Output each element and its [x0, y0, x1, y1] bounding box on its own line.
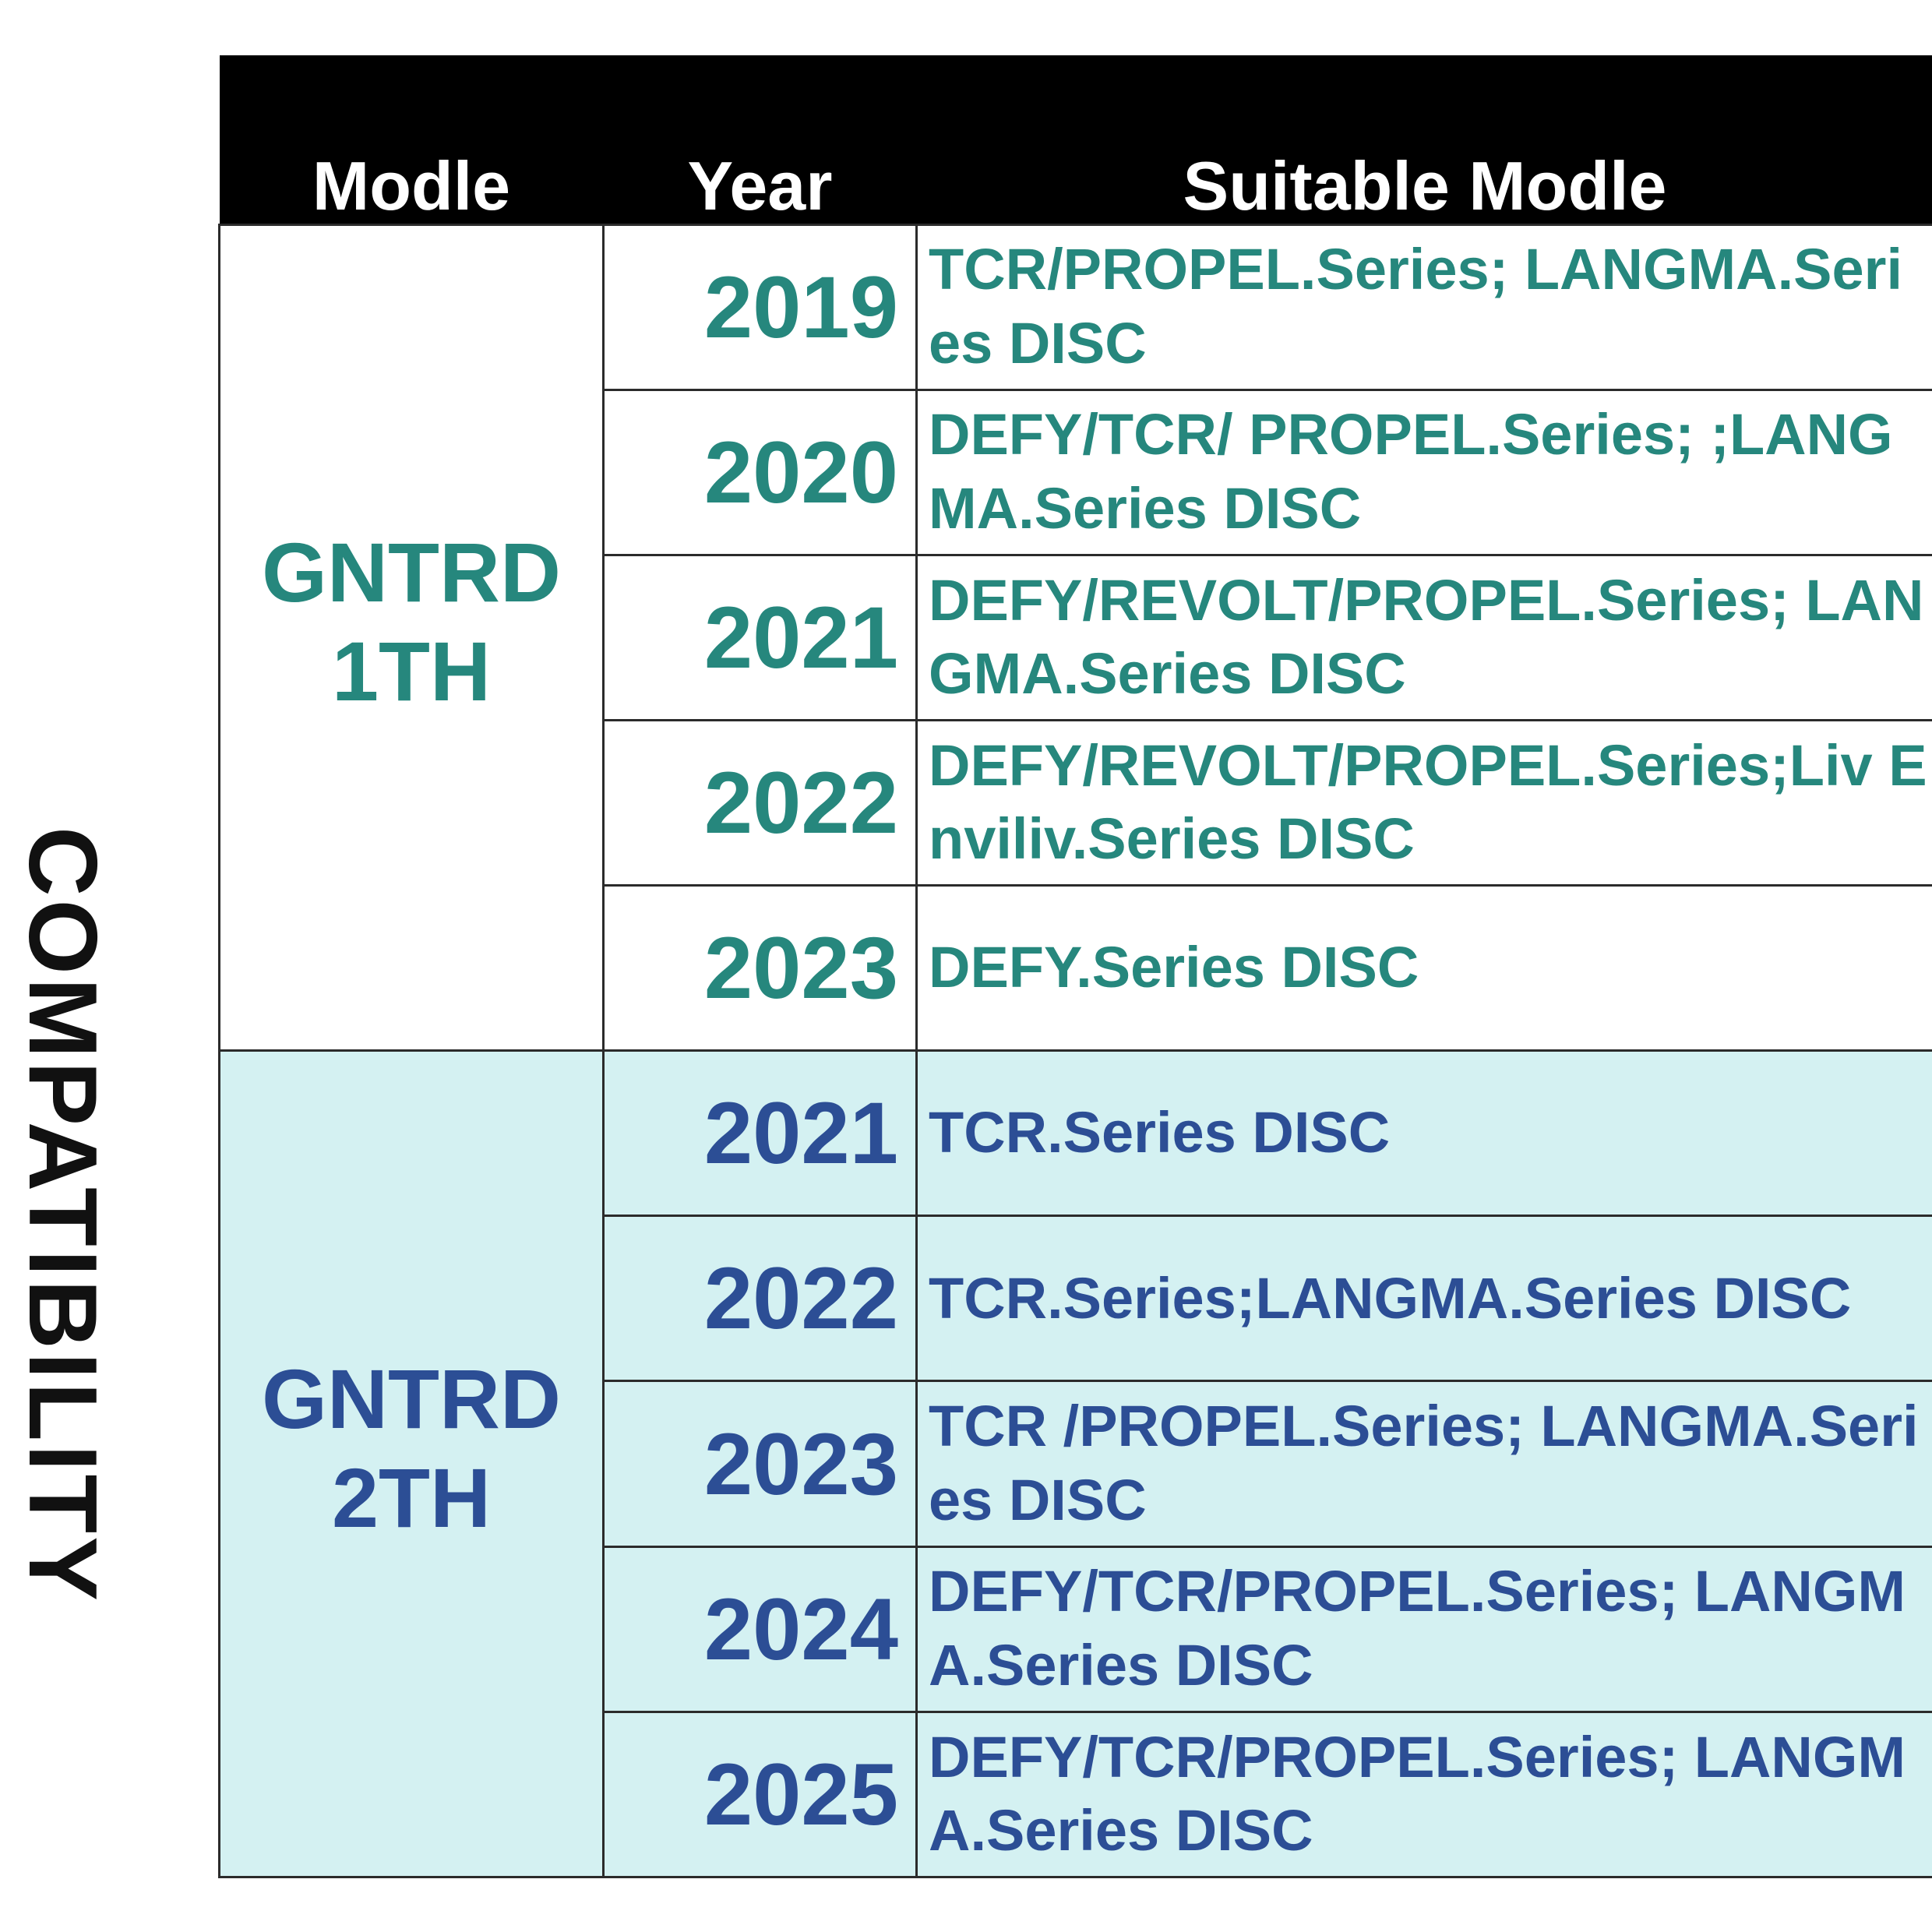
suitable-model-cell: TCR.Series;LANGMA.Series DISC — [915, 1215, 1932, 1383]
side-title: COMPATIBILITY — [9, 827, 116, 1604]
table-row: 2022 DEFY/REVOLT/PROPEL.Series;Liv Envil… — [220, 718, 1932, 887]
suitable-model-cell: DEFY/TCR/PROPEL.Series; LANGMA.Series DI… — [915, 1545, 1932, 1713]
table-row: 2020 DEFY/TCR/ PROPEL.Series; ;LANGMA.Se… — [220, 388, 1932, 556]
table-row: 2021 DEFY/REVOLT/PROPEL.Series; LANGMA.S… — [220, 553, 1932, 721]
year-cell: 2022 — [602, 1215, 918, 1383]
suitable-model-cell: DEFY/REVOLT/PROPEL.Series;Liv Enviliv.Se… — [915, 718, 1932, 887]
year-cell: 2023 — [602, 884, 918, 1052]
suitable-model-cell: TCR /PROPEL.Series; LANGMA.Series DISC — [915, 1380, 1932, 1548]
table-row: GNTRD 1TH 2019 TCR/PROPEL.Series; LANGMA… — [218, 223, 1932, 1052]
table-row: 2023 TCR /PROPEL.Series; LANGMA.Series D… — [220, 1380, 1932, 1548]
model-line: GNTRD — [262, 1351, 561, 1446]
year-cell: 2025 — [602, 1710, 918, 1879]
header-model: Modle — [219, 55, 604, 224]
year-cell: 2021 — [602, 553, 918, 721]
table-row: 2025 DEFY/TCR/PROPEL.Series; LANGMA.Seri… — [220, 1710, 1932, 1879]
year-cell: 2019 — [602, 223, 918, 391]
header-year: Year — [603, 55, 917, 224]
suitable-model-cell: DEFY/TCR/ PROPEL.Series; ;LANGMA.Series … — [915, 388, 1932, 556]
table-row: GNTRD 2TH 2021 TCR.Series DISC — [218, 1049, 1932, 1878]
suitable-model-cell: TCR.Series DISC — [915, 1049, 1932, 1218]
table-row: 2024 DEFY/TCR/PROPEL.Series; LANGMA.Seri… — [220, 1545, 1932, 1713]
compatibility-table-container: Modle Year Suitable Modle GNTRD 1TH 2019… — [218, 55, 1932, 1879]
suitable-model-cell: DEFY.Series DISC — [915, 884, 1932, 1052]
year-cell: 2022 — [602, 718, 918, 887]
year-cell: 2021 — [602, 1049, 918, 1218]
year-cell: 2020 — [602, 388, 918, 556]
table-row: 2022 TCR.Series;LANGMA.Series DISC — [220, 1215, 1932, 1383]
model-cell-gntrd-2th: GNTRD 2TH — [218, 1049, 605, 1878]
compatibility-table: Modle Year Suitable Modle GNTRD 1TH 2019… — [218, 55, 1932, 1879]
table-row: 2023 DEFY.Series DISC — [220, 884, 1932, 1052]
model-cell-gntrd-1th: GNTRD 1TH — [218, 223, 605, 1052]
suitable-model-cell: DEFY/TCR/PROPEL.Series; LANGMA.Series DI… — [915, 1710, 1932, 1879]
model-line: 2TH — [331, 1451, 492, 1546]
year-cell: 2023 — [602, 1380, 918, 1548]
model-line: GNTRD — [262, 524, 561, 619]
header-row: Modle Year Suitable Modle — [219, 55, 1932, 224]
year-cell: 2024 — [602, 1545, 918, 1713]
suitable-model-cell: TCR/PROPEL.Series; LANGMA.Series DISC — [915, 223, 1932, 391]
model-line: 1TH — [331, 624, 492, 719]
header-suitable-model: Suitable Modle — [916, 55, 1932, 224]
suitable-model-cell: DEFY/REVOLT/PROPEL.Series; LANGMA.Series… — [915, 553, 1932, 721]
